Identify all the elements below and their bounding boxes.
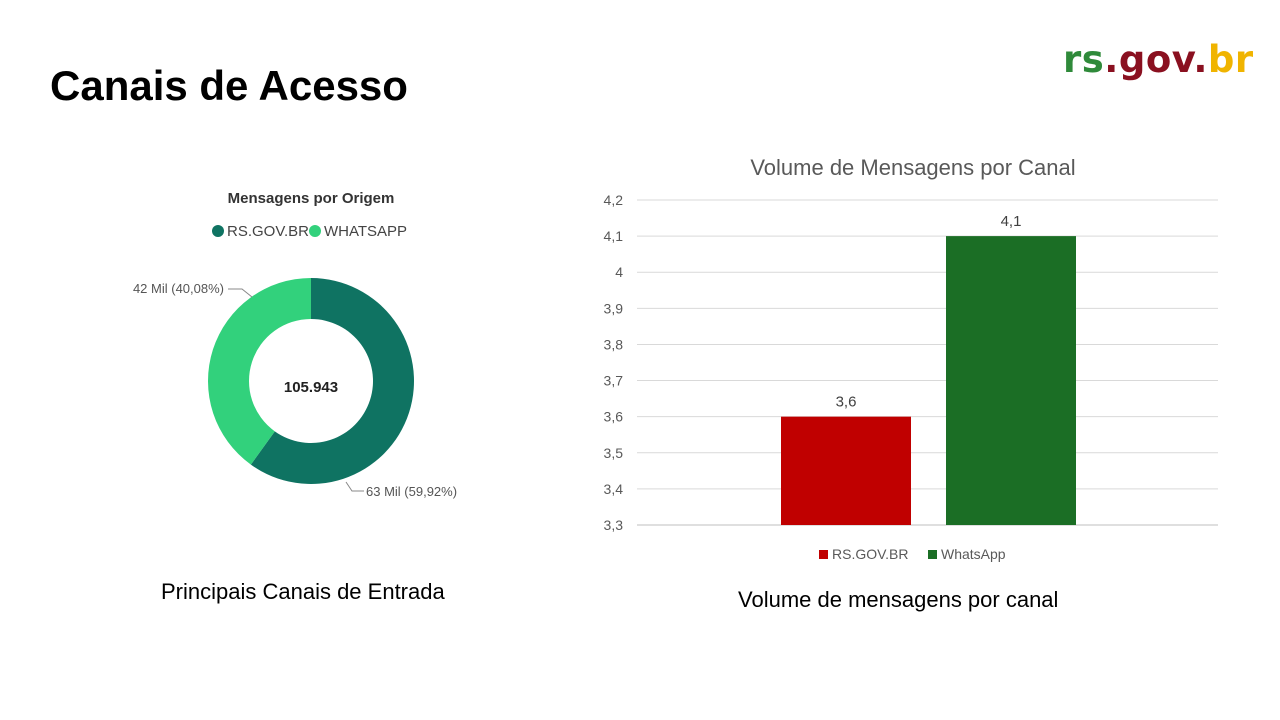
y-tick-label: 3,7: [604, 373, 624, 389]
leader-line-whatsapp: [228, 288, 253, 298]
logo-part-gov: .gov.: [1104, 38, 1208, 81]
donut-slice-whatsapp: [207, 278, 311, 465]
bar-legend-marker-rsgov: [819, 550, 828, 559]
bar-whatsapp: [946, 236, 1076, 525]
y-tick-label: 3,4: [604, 481, 624, 497]
donut-slices: [207, 278, 414, 484]
logo-part-rs: rs: [1063, 38, 1105, 81]
donut-chart: Mensagens por Origem RS.GOV.BR WHATSAPP …: [133, 190, 457, 499]
donut-legend-marker-rsgov: [212, 225, 224, 237]
donut-legend-label-whatsapp: WHATSAPP: [324, 223, 407, 240]
bar-chart: Volume de Mensagens por Canal 3,33,43,53…: [604, 155, 1218, 562]
bar-value-label-whatsapp: 4,1: [1001, 213, 1022, 230]
bar-legend-label-rsgov: RS.GOV.BR: [832, 546, 909, 562]
y-tick-label: 4: [615, 264, 623, 280]
page-title: Canais de Acesso: [50, 62, 408, 109]
donut-center-total: 105.943: [284, 379, 338, 396]
caption-left: Principais Canais de Entrada: [161, 579, 445, 604]
donut-legend-label-rsgov: RS.GOV.BR: [227, 223, 309, 240]
y-tick-label: 3,6: [604, 409, 624, 425]
bar-data-labels: 3,6 4,1: [836, 213, 1022, 411]
bar-legend-marker-whatsapp: [928, 550, 937, 559]
rs-gov-br-logo: rs.gov.br: [1063, 38, 1254, 81]
bar-value-label-rs-gov-br: 3,6: [836, 394, 857, 411]
donut-title: Mensagens por Origem: [228, 190, 395, 207]
y-tick-label: 3,8: [604, 336, 624, 352]
y-tick-label: 4,1: [604, 228, 624, 244]
bar-legend-label-whatsapp: WhatsApp: [941, 546, 1006, 562]
y-tick-label: 3,5: [604, 445, 624, 461]
bar-grid: [637, 199, 1218, 526]
donut-label-rsgov: 63 Mil (59,92%): [366, 484, 457, 499]
leader-line-rsgov: [345, 481, 364, 492]
y-tick-label: 4,2: [604, 192, 624, 208]
donut-legend: RS.GOV.BR WHATSAPP: [212, 223, 407, 240]
donut-label-whatsapp: 42 Mil (40,08%): [133, 281, 224, 296]
bar-rs-gov-br: [781, 416, 911, 525]
y-tick-label: 3,3: [604, 517, 624, 533]
bar-y-axis: 3,3 3,4 3,5 3,6 3,7 3,8 3,9 4 4,1 4,2: [604, 192, 624, 533]
donut-legend-marker-whatsapp: [309, 225, 321, 237]
y-tick-label: 3,9: [604, 300, 624, 316]
bar-chart-title: Volume de Mensagens por Canal: [750, 155, 1075, 180]
bar-legend: RS.GOV.BR WhatsApp: [819, 546, 1006, 562]
bar-bars: [781, 236, 1076, 525]
logo-part-br: br: [1207, 38, 1254, 81]
caption-right: Volume de mensagens por canal: [738, 587, 1059, 612]
donut-slice-rs-gov-br: [250, 278, 414, 484]
